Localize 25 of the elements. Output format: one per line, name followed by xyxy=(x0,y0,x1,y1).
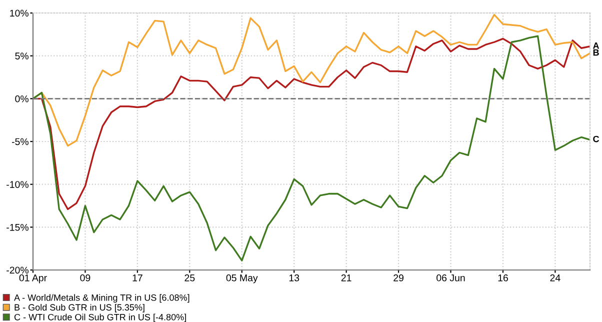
x-tick-label: 01 Apr xyxy=(19,274,47,284)
text: A xyxy=(593,42,600,49)
y-tick-label: -5% xyxy=(12,138,28,146)
x-tick-label: 16 xyxy=(498,274,508,282)
x-tick-label: 13 xyxy=(289,274,300,282)
x-tick-label: 17 xyxy=(132,274,142,282)
x-tick-label: 21 xyxy=(341,274,352,282)
text: C xyxy=(593,136,600,142)
legend-label: B - Gold Sub GTR in US [5.35%] xyxy=(14,304,144,312)
y-tick-label: 5% xyxy=(15,52,28,60)
y-tick-label: -10% xyxy=(6,181,28,188)
x-tick-label: 05 May xyxy=(226,274,258,284)
line-series xyxy=(33,35,590,262)
legend-label: A - World/Metals & Mining TR in US [6.08%] xyxy=(14,294,190,303)
y-tick-label: 0% xyxy=(15,95,28,102)
text: B xyxy=(593,49,599,56)
x-tick-label: 06 Jun xyxy=(436,274,465,282)
y-tick-label: -20% xyxy=(6,266,28,274)
y-tick-label: 10% xyxy=(10,10,28,17)
legend-label: C - WTI Crude Oil Sub GTR in US [-4.80%] xyxy=(14,314,186,322)
x-tick-label: 24 xyxy=(550,274,560,282)
x-tick-label: 09 xyxy=(80,274,90,282)
y-tick-label: -15% xyxy=(6,224,28,231)
x-tick-label: 29 xyxy=(394,274,404,282)
x-tick-label: 25 xyxy=(184,274,195,282)
